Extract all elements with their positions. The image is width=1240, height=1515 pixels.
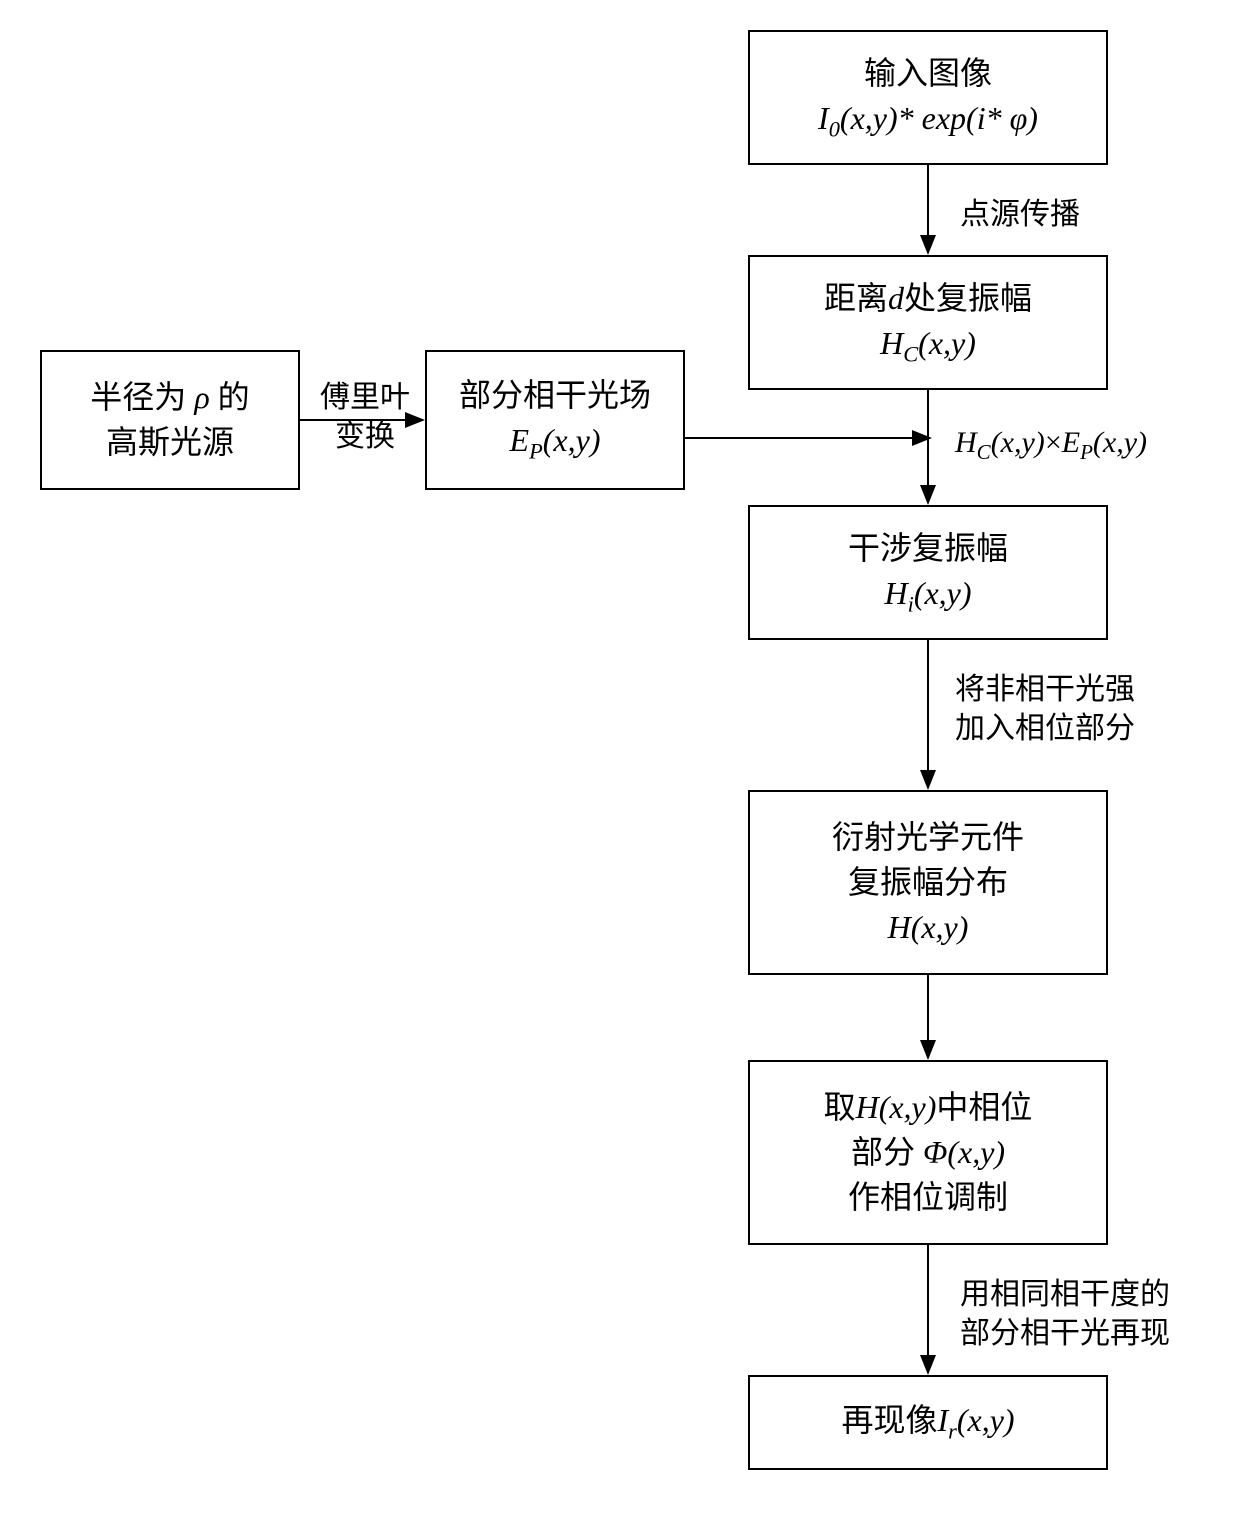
text-line: 高斯光源 (106, 420, 234, 465)
edge-label-point-source: 点源传播 (960, 195, 1080, 234)
text-line: 再现像Ir(x,y) (841, 1398, 1014, 1447)
text-line: 输入图像 (864, 51, 992, 96)
edge-label-same-coherence: 用相同相干度的 部分相干光再现 (960, 1275, 1170, 1353)
equation: EP(x,y) (510, 418, 601, 467)
node-interfere-amp: 干涉复振幅 Hi(x,y) (748, 505, 1108, 640)
equation: H(x,y) (888, 905, 969, 950)
text-line: 干涉复振幅 (848, 526, 1008, 571)
equation: I0(x,y)* exp(i* φ) (818, 96, 1038, 145)
node-phase-part: 取H(x,y)中相位 部分 Φ(x,y) 作相位调制 (748, 1060, 1108, 1245)
node-recon-image: 再现像Ir(x,y) (748, 1375, 1108, 1470)
node-input-image: 输入图像 I0(x,y)* exp(i* φ) (748, 30, 1108, 165)
node-gaussian-source: 半径为 ρ 的 高斯光源 (40, 350, 300, 490)
node-complex-amp-d: 距离d处复振幅 HC(x,y) (748, 255, 1108, 390)
text-line: 半径为 ρ 的 (90, 375, 249, 420)
text-line: 取H(x,y)中相位 (824, 1085, 1033, 1130)
edge-label-multiply: HC(x,y)×EP(x,y) (955, 423, 1147, 466)
text-line: 复振幅分布 (848, 860, 1008, 905)
node-doe-amp: 衍射光学元件 复振幅分布 H(x,y) (748, 790, 1108, 975)
text-line: 作相位调制 (848, 1175, 1008, 1220)
node-partial-coherent-field: 部分相干光场 EP(x,y) (425, 350, 685, 490)
text-line: 部分相干光场 (459, 373, 651, 418)
text-line: 衍射光学元件 (832, 815, 1024, 860)
text-line: 部分 Φ(x,y) (851, 1130, 1005, 1175)
text-line: 距离d处复振幅 (824, 276, 1032, 321)
edge-label-fourier: 傅里叶 变换 (310, 378, 420, 456)
equation: HC(x,y) (880, 321, 976, 370)
edge-label-add-incoherent: 将非相干光强 加入相位部分 (955, 670, 1135, 748)
equation: Hi(x,y) (884, 571, 971, 620)
